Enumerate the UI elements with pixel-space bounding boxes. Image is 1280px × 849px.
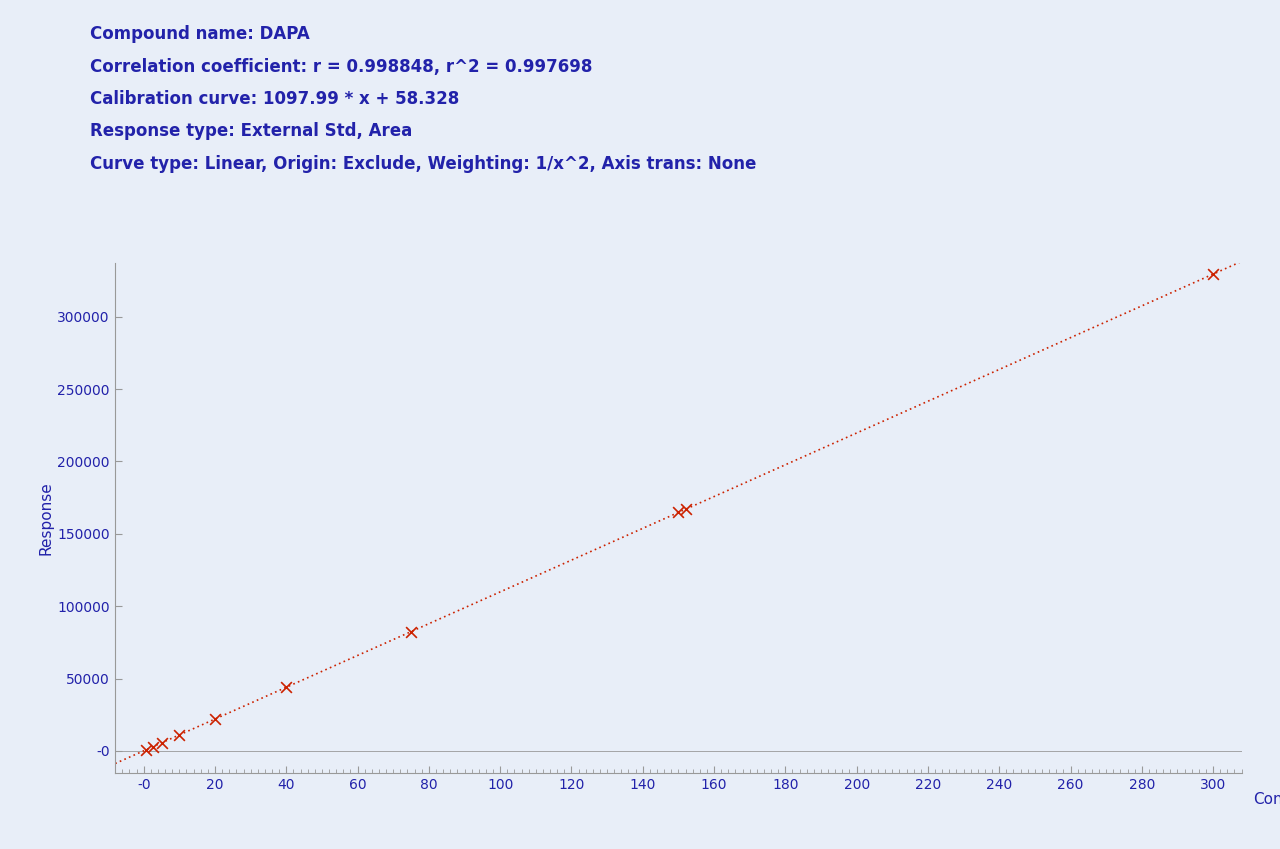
Text: Compound name: DAPA: Compound name: DAPA: [90, 25, 310, 43]
Point: [169, 728, 189, 742]
Point: [676, 503, 696, 516]
Point: [401, 625, 421, 638]
Text: Response type: External Std, Area: Response type: External Std, Area: [90, 122, 412, 140]
Text: Curve type: Linear, Origin: Exclude, Weighting: 1/x^2, Axis trans: None: Curve type: Linear, Origin: Exclude, Wei…: [90, 155, 756, 172]
Point: [136, 743, 156, 756]
Point: [151, 736, 172, 750]
Text: Correlation coefficient: r = 0.998848, r^2 = 0.997698: Correlation coefficient: r = 0.998848, r…: [90, 58, 591, 76]
Text: Calibration curve: 1097.99 * x + 58.328: Calibration curve: 1097.99 * x + 58.328: [90, 90, 458, 108]
Text: Conc: Conc: [1253, 792, 1280, 807]
Point: [276, 680, 297, 694]
Y-axis label: Response: Response: [38, 481, 54, 554]
Point: [1203, 267, 1224, 281]
Point: [668, 506, 689, 520]
Point: [205, 712, 225, 726]
Point: [142, 740, 163, 754]
